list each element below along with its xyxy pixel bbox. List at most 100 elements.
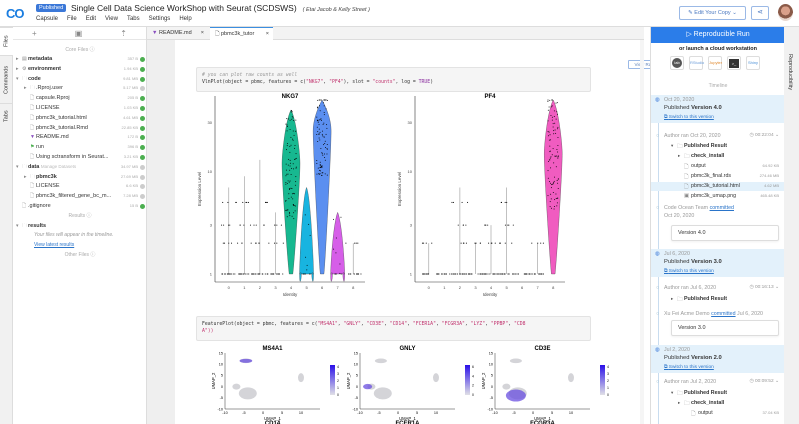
data-point: [340, 216, 342, 218]
view-latest-results-link[interactable]: View latest results: [34, 242, 75, 248]
file-row[interactable]: 🗋 pbmc3k_tutorial.html 4.61 MB: [13, 113, 147, 123]
data-point: [286, 145, 288, 147]
data-point: [234, 273, 236, 275]
data-point: [285, 183, 287, 185]
rstudio-button[interactable]: RStudio: [689, 56, 704, 70]
tab-tabs[interactable]: Tabs: [0, 103, 13, 129]
data-point: [339, 272, 341, 274]
add-file-icon[interactable]: +: [32, 28, 37, 38]
menu-tabs[interactable]: Tabs: [126, 16, 140, 22]
close-icon[interactable]: ×: [200, 30, 204, 36]
data-point: [487, 273, 489, 275]
file-name: LICENSE: [36, 183, 60, 190]
data-point: [319, 99, 321, 101]
committed-link[interactable]: committed: [711, 311, 736, 317]
status-icon: [140, 106, 145, 111]
reproducible-run-button[interactable]: ▷ Reproducible Run: [651, 27, 785, 43]
switch-version-link[interactable]: ⧉ Switch to this version: [664, 115, 714, 120]
menu-capsule[interactable]: Capsule: [36, 16, 59, 22]
file-row[interactable]: ▸ ▤metadata 357 B: [13, 54, 147, 64]
file-row[interactable]: 🗋 LICENSE 1.03 KB: [13, 103, 147, 113]
file-row[interactable]: 🗋 pbmc3k_tutorial.Rmd 22.85 KB: [13, 123, 147, 133]
version-note: Version 4.0: [671, 225, 779, 241]
data-point: [461, 273, 463, 275]
published-version-block: [651, 345, 785, 373]
y-tick-label: 10: [219, 363, 223, 367]
data-point: [501, 273, 503, 275]
share-button[interactable]: ⋖: [751, 6, 769, 20]
data-point: [554, 176, 556, 178]
file-row[interactable]: 🗋 .gitignore 15 B: [13, 201, 147, 211]
title-row: Single Cell Data Science WorkShop with S…: [71, 3, 370, 13]
tab-commands[interactable]: Commands: [0, 55, 13, 103]
file-row[interactable]: ⚑ run 396 B: [13, 142, 147, 152]
menu-file[interactable]: File: [67, 16, 77, 22]
file-row[interactable]: ▾ 🗀code 9.81 MB: [13, 74, 147, 84]
terminal-button[interactable]: >_: [727, 56, 741, 70]
folder-icon: 🗀: [677, 297, 683, 303]
timeline-node-icon: ○: [656, 311, 660, 317]
data-point: [470, 273, 472, 275]
data-point: [265, 201, 267, 203]
data-point: [319, 110, 321, 112]
data-point: [549, 159, 551, 161]
tab-files[interactable]: Files: [0, 27, 13, 55]
data-point: [515, 273, 517, 275]
menu-settings[interactable]: Settings: [148, 16, 171, 22]
data-point: [319, 164, 321, 166]
x-axis-label: UMAP_1: [534, 416, 551, 421]
file-row[interactable]: 🗋 LICENSE 6.6 KB: [13, 181, 147, 191]
data-point: [531, 242, 533, 244]
jupyterlab-button[interactable]: lab: [670, 56, 684, 70]
upload-icon[interactable]: ⇡: [120, 28, 127, 38]
switch-version-link[interactable]: ⧉ Switch to this version: [664, 365, 714, 370]
duration-toggle: ◷ 00:16:13 ⌄: [749, 285, 779, 290]
data-point: [552, 123, 554, 125]
data-point: [288, 211, 290, 213]
reproducibility-tab[interactable]: Reproducibility: [784, 27, 799, 424]
menu-bar: Capsule File Edit View Tabs Settings Hel…: [36, 16, 192, 22]
file-row[interactable]: ▾ 🗀data Manage Datasets 34.97 MB: [13, 162, 147, 172]
data-point: [547, 120, 549, 122]
new-folder-icon[interactable]: ▣: [74, 28, 83, 38]
file-row[interactable]: ▸ 🗀.Rproj.user 5.17 MB: [13, 83, 147, 93]
data-point: [465, 273, 467, 275]
data-point: [294, 144, 296, 146]
file-row[interactable]: ▼README.md 172 B: [13, 132, 147, 142]
data-point: [276, 242, 278, 244]
file-row[interactable]: 🗋 capsule.Rproj 205 B: [13, 93, 147, 103]
edit-your-copy-button[interactable]: ✎ Edit Your Copy ⌄: [679, 6, 746, 20]
menu-help[interactable]: Help: [179, 16, 192, 22]
y-tick-label: 30: [208, 120, 213, 125]
feature-plot-cd3e: CD3E -10 -5 0 5 10 -10 -5 0 5 10 15 UMAP_1 UMAP_2 0 1 2 3…: [481, 346, 609, 424]
data-point: [449, 273, 451, 275]
file-size: 27.69 MB: [120, 173, 138, 179]
file-row[interactable]: ▸ ⚙ environment 1.94 KB: [13, 64, 147, 74]
results-folder[interactable]: ▾ 🗀results: [16, 223, 47, 229]
file-row[interactable]: ▸ 🗀pbmc3k 27.69 MB: [13, 172, 147, 182]
shiny-button[interactable]: Shiny: [746, 56, 760, 70]
menu-edit[interactable]: Edit: [85, 16, 97, 22]
file-row[interactable]: 🗋 pbmc3k_filtered_gene_bc_m... 7.28 MB: [13, 191, 147, 201]
files-toolbar: + ▣ ⇡: [13, 27, 146, 40]
data-point: [547, 131, 549, 133]
file-size: 9.81 MB: [123, 75, 138, 81]
close-icon[interactable]: ×: [265, 31, 269, 37]
data-point: [550, 114, 552, 116]
tab-pbmc3k-tutorial[interactable]: 🗋 pbmc3k_tutor ×: [210, 27, 273, 40]
committed-link[interactable]: committed: [709, 205, 734, 211]
jupyter-button[interactable]: Jupyter: [708, 56, 722, 70]
data-point: [460, 242, 462, 244]
data-point: [490, 242, 492, 244]
code-ocean-logo[interactable]: CO: [6, 6, 25, 21]
menu-view[interactable]: View: [105, 16, 118, 22]
editor-scrollbar[interactable]: [640, 40, 644, 424]
tab-readme[interactable]: ▼ README.md ×: [147, 27, 209, 40]
data-point: [557, 197, 559, 199]
manage-datasets-link[interactable]: Manage Datasets: [40, 163, 77, 169]
chart-title: NKG7: [282, 94, 299, 100]
switch-version-link[interactable]: ⧉ Switch to this version: [664, 269, 714, 274]
file-icon: 🗋: [22, 203, 27, 209]
avatar[interactable]: [778, 4, 793, 21]
file-row[interactable]: 🗋 Using sctransform in Seurat... 3.21 KB: [13, 152, 147, 162]
